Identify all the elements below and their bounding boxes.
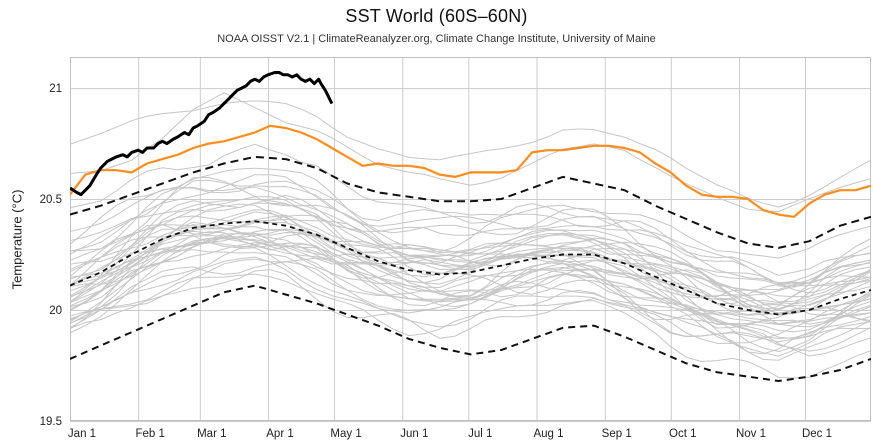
gray-year-line <box>70 196 871 288</box>
gray-warm-outlier-line <box>70 92 871 213</box>
gray-year-line <box>70 273 871 379</box>
x-axis-tick-label: May 1 <box>330 428 361 440</box>
gray-year-line <box>70 231 871 340</box>
sigma_lower-dashed-line <box>70 284 871 382</box>
gray-year-line <box>70 242 871 326</box>
axis-labels: Jan 1 Feb 1 Mar 1 Apr 1 May 1 Jun 1 Jul 1 Aug 1… <box>40 83 832 440</box>
y-axis-tick-label: 20.5 <box>40 194 62 206</box>
gray-year-line <box>70 176 871 286</box>
x-axis-tick-label: Apr 1 <box>266 428 294 440</box>
x-axis-tick-label: Oct 1 <box>669 428 696 440</box>
gray-year-line <box>70 194 871 291</box>
mean-dashed-line <box>70 220 871 316</box>
gray-year-line <box>70 203 871 317</box>
gray-year-line <box>70 179 871 276</box>
gray-year-line <box>70 174 871 259</box>
gray-year-line <box>70 215 871 310</box>
x-axis-tick-label: Jan 1 <box>68 428 96 440</box>
chart-title: SST World (60S–60N) <box>345 6 528 26</box>
x-axis-tick-label: Mar 1 <box>197 428 226 440</box>
y-axis-tick-label: 20 <box>49 305 62 317</box>
x-axis-tick-label: Aug 1 <box>533 428 563 440</box>
gray-year-line <box>70 180 871 294</box>
previous-year-line <box>70 124 871 218</box>
gray-year-line <box>70 143 871 284</box>
gray-year-line <box>70 232 871 355</box>
x-axis-tick-label: Feb 1 <box>135 428 164 440</box>
gray-year-line <box>70 237 871 321</box>
grid <box>70 57 871 422</box>
x-axis-tick-label: Dec 1 <box>802 428 832 440</box>
gray-year-line <box>70 221 871 316</box>
current-year-line <box>70 71 334 197</box>
gray-year-line <box>70 214 871 300</box>
gray-year-line <box>70 257 871 333</box>
gray-year-line <box>70 248 871 352</box>
x-axis-tick-label: Nov 1 <box>736 428 766 440</box>
y-axis-tick-label: 19.5 <box>40 416 62 428</box>
x-axis-tick-label: Sep 1 <box>602 428 632 440</box>
gray-year-line <box>70 167 871 284</box>
chart-subtitle: NOAA OISST V2.1 | ClimateReanalyzer.org,… <box>217 33 656 45</box>
x-axis-tick-label: Jul 1 <box>468 428 492 440</box>
y-axis-tick-label: 21 <box>49 83 62 95</box>
series-layer <box>70 71 871 382</box>
x-axis-tick-label: Jun 1 <box>400 428 428 440</box>
gray-year-line <box>70 228 871 307</box>
gray-year-line <box>70 233 871 324</box>
gray-warm-outlier-line <box>70 100 871 208</box>
gray-year-line <box>70 247 871 357</box>
sigma_upper-dashed-line <box>70 155 871 249</box>
gray-year-line <box>70 224 871 312</box>
